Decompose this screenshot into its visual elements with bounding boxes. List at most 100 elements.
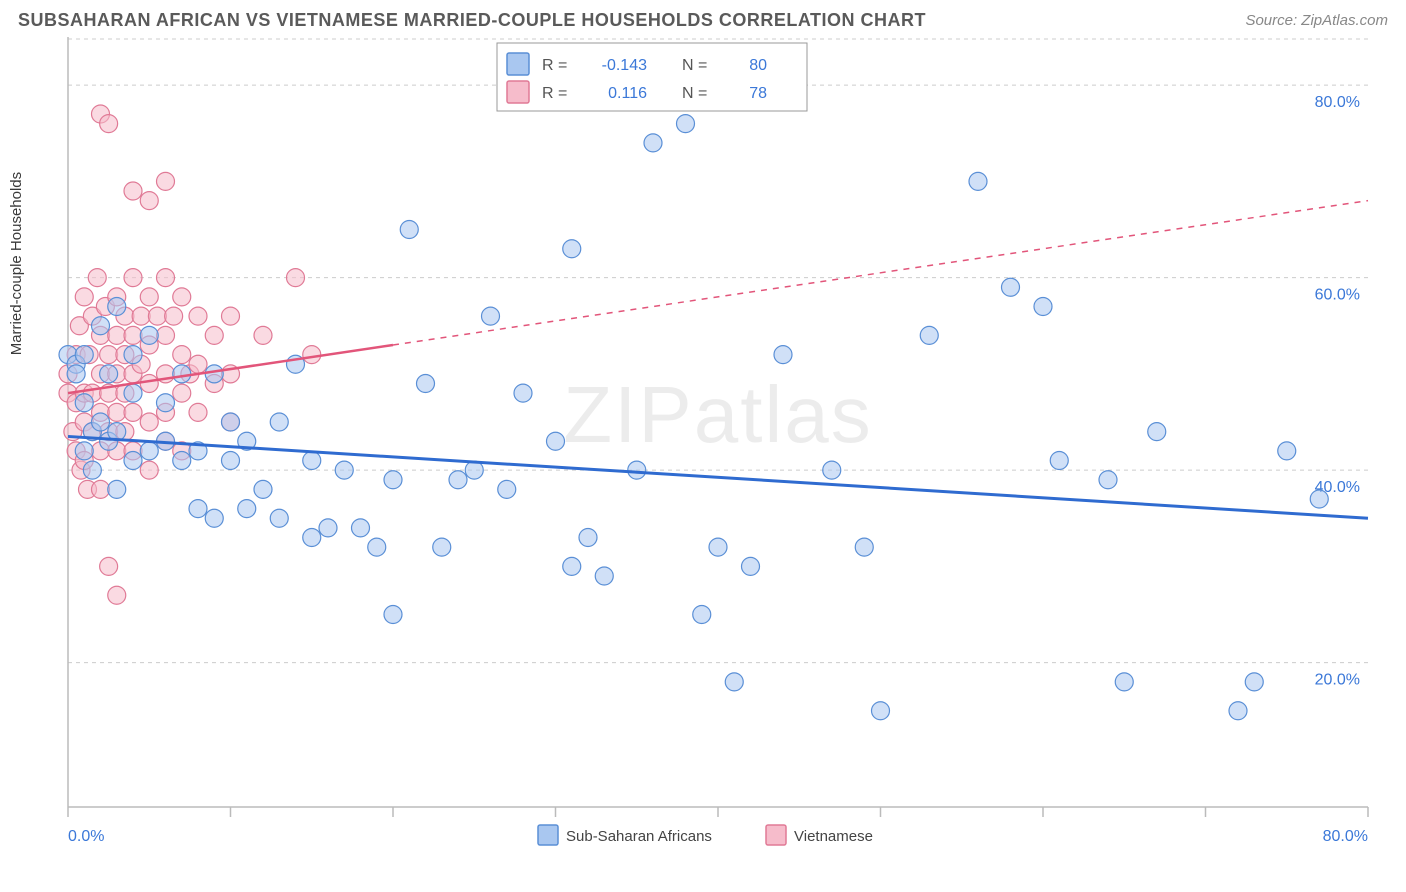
legend-swatch — [507, 81, 529, 103]
scatter-point — [482, 307, 500, 325]
scatter-point — [100, 346, 118, 364]
scatter-point — [222, 307, 240, 325]
scatter-point — [222, 452, 240, 470]
scatter-point — [254, 480, 272, 498]
scatter-point — [157, 394, 175, 412]
legend-text: 80 — [749, 57, 767, 74]
scatter-point — [124, 452, 142, 470]
scatter-point — [173, 452, 191, 470]
scatter-point — [140, 442, 158, 460]
scatter-point — [579, 529, 597, 547]
scatter-point — [67, 365, 85, 383]
scatter-point — [319, 519, 337, 537]
scatter-point — [1245, 673, 1263, 691]
scatter-point — [88, 269, 106, 287]
legend-swatch — [538, 825, 558, 845]
scatter-point — [303, 529, 321, 547]
scatter-point — [75, 394, 93, 412]
scatter-point — [742, 557, 760, 575]
scatter-point — [100, 557, 118, 575]
scatter-point — [384, 606, 402, 624]
scatter-point — [108, 326, 126, 344]
scatter-point — [238, 500, 256, 518]
scatter-point — [628, 461, 646, 479]
scatter-point — [140, 192, 158, 210]
scatter-point — [157, 326, 175, 344]
legend-text: -0.143 — [602, 57, 647, 74]
legend-label: Vietnamese — [794, 828, 873, 845]
scatter-point — [303, 346, 321, 364]
x-tick-label: 80.0% — [1323, 828, 1368, 845]
scatter-point — [563, 240, 581, 258]
scatter-point — [449, 471, 467, 489]
scatter-point — [514, 384, 532, 402]
bottom-legend: Sub-Saharan AfricansVietnamese — [538, 825, 873, 845]
scatter-point — [1148, 423, 1166, 441]
scatter-point — [644, 134, 662, 152]
legend-text: N = — [682, 57, 707, 74]
y-tick-label: 60.0% — [1315, 287, 1360, 304]
scatter-point — [92, 413, 110, 431]
scatter-point — [205, 326, 223, 344]
scatter-point — [400, 221, 418, 239]
scatter-point — [124, 403, 142, 421]
scatter-point — [140, 326, 158, 344]
scatter-point — [920, 326, 938, 344]
scatter-point — [205, 509, 223, 527]
scatter-point — [725, 673, 743, 691]
chart-container: Married-couple Households 20.0%40.0%60.0… — [18, 37, 1388, 857]
scatter-point — [774, 346, 792, 364]
scatter-point — [92, 317, 110, 335]
scatter-point — [75, 288, 93, 306]
scatter-point — [124, 384, 142, 402]
scatter-point — [270, 509, 288, 527]
y-tick-label: 20.0% — [1315, 672, 1360, 689]
scatter-point — [287, 269, 305, 287]
scatter-point — [124, 269, 142, 287]
scatter-chart: 20.0%40.0%60.0%80.0%0.0%80.0%ZIPatlasR =… — [18, 37, 1388, 857]
scatter-point — [254, 326, 272, 344]
chart-header: SUBSAHARAN AFRICAN VS VIETNAMESE MARRIED… — [0, 0, 1406, 37]
scatter-point — [173, 346, 191, 364]
legend-text: N = — [682, 85, 707, 102]
scatter-point — [1050, 452, 1068, 470]
scatter-point — [108, 586, 126, 604]
scatter-point — [1099, 471, 1117, 489]
scatter-point — [872, 702, 890, 720]
scatter-point — [1034, 298, 1052, 316]
scatter-point — [75, 346, 93, 364]
scatter-point — [148, 307, 166, 325]
legend-swatch — [507, 53, 529, 75]
scatter-point — [100, 365, 118, 383]
scatter-point — [1115, 673, 1133, 691]
scatter-point — [100, 115, 118, 133]
scatter-point — [173, 365, 191, 383]
x-tick-label: 0.0% — [68, 828, 104, 845]
watermark: ZIPatlas — [563, 370, 872, 459]
chart-title: SUBSAHARAN AFRICAN VS VIETNAMESE MARRIED… — [18, 10, 926, 31]
scatter-point — [189, 307, 207, 325]
scatter-point — [368, 538, 386, 556]
legend-text: 0.116 — [608, 85, 647, 102]
scatter-point — [335, 461, 353, 479]
scatter-point — [140, 413, 158, 431]
scatter-point — [709, 538, 727, 556]
scatter-point — [417, 375, 435, 393]
scatter-point — [433, 538, 451, 556]
scatter-point — [1310, 490, 1328, 508]
scatter-point — [108, 403, 126, 421]
y-tick-label: 80.0% — [1315, 94, 1360, 111]
scatter-point — [108, 480, 126, 498]
scatter-point — [855, 538, 873, 556]
scatter-point — [140, 375, 158, 393]
scatter-point — [563, 557, 581, 575]
scatter-point — [83, 461, 101, 479]
scatter-point — [140, 461, 158, 479]
scatter-point — [547, 432, 565, 450]
scatter-point — [75, 442, 93, 460]
scatter-point — [157, 172, 175, 190]
legend-text: 78 — [749, 85, 767, 102]
trend-line-pink-dashed — [393, 201, 1368, 345]
scatter-point — [352, 519, 370, 537]
scatter-point — [173, 288, 191, 306]
